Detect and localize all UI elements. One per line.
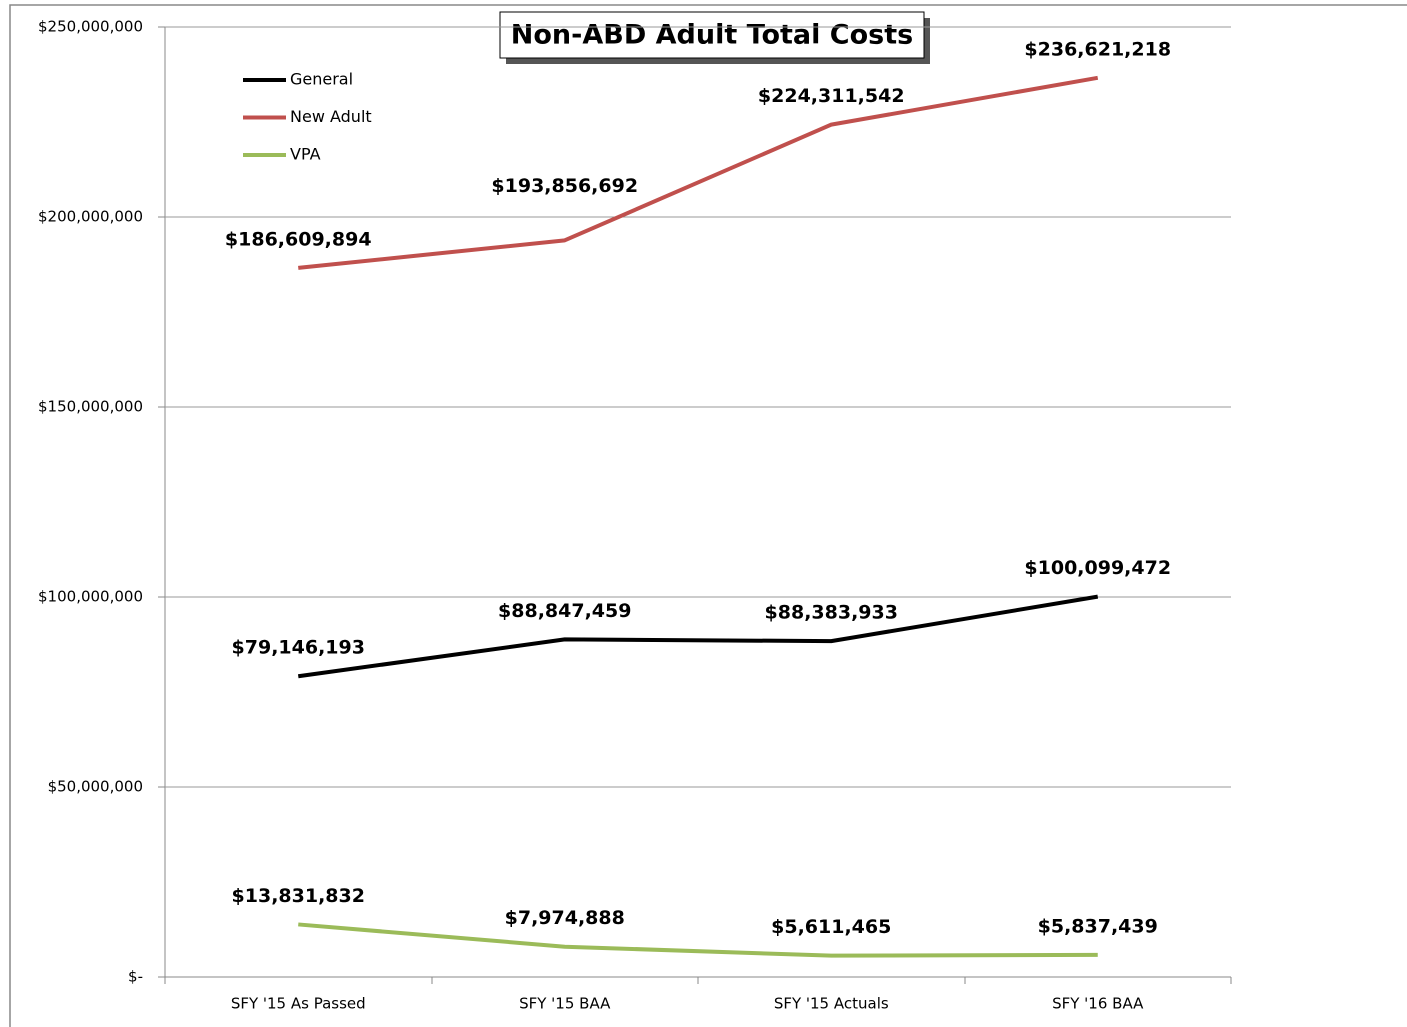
data-label: $236,621,218 <box>1024 38 1171 60</box>
data-label: $224,311,542 <box>758 85 905 107</box>
series-line <box>298 922 1098 958</box>
data-label: $79,146,193 <box>232 637 365 659</box>
data-label: $13,831,832 <box>232 885 365 907</box>
chart-title: Non-ABD Adult Total Costs <box>511 20 913 51</box>
data-label: $100,099,472 <box>1024 557 1171 579</box>
data-label: $7,974,888 <box>505 907 625 929</box>
data-label: $5,837,439 <box>1038 915 1158 937</box>
y-tick-label: $200,000,000 <box>38 208 143 226</box>
data-label: $88,383,933 <box>765 602 898 624</box>
x-tick-label: SFY '15 Actuals <box>774 995 889 1013</box>
x-tick-label: SFY '15 As Passed <box>231 995 366 1013</box>
series-line <box>298 75 1099 270</box>
y-tick-label: $50,000,000 <box>48 778 143 796</box>
x-tick-label: SFY '15 BAA <box>519 995 611 1013</box>
x-tick-label: SFY '16 BAA <box>1052 995 1144 1013</box>
data-label: $88,847,459 <box>498 600 631 622</box>
data-label: $193,856,692 <box>491 175 638 197</box>
title-box <box>499 11 925 59</box>
y-tick-label: $150,000,000 <box>38 398 143 416</box>
x-axis-ticks <box>164 977 1232 984</box>
legend-label: General <box>290 70 353 89</box>
data-label: $5,611,465 <box>771 916 891 938</box>
legend-label: New Adult <box>290 107 372 126</box>
chart-frame <box>9 4 1407 1027</box>
legend-label: VPA <box>290 145 321 164</box>
y-tick-label: $- <box>128 968 143 986</box>
y-tick-label: $250,000,000 <box>38 18 143 36</box>
y-tick-label: $100,000,000 <box>38 588 143 606</box>
series-line <box>297 594 1099 679</box>
data-label: $186,609,894 <box>225 228 372 250</box>
